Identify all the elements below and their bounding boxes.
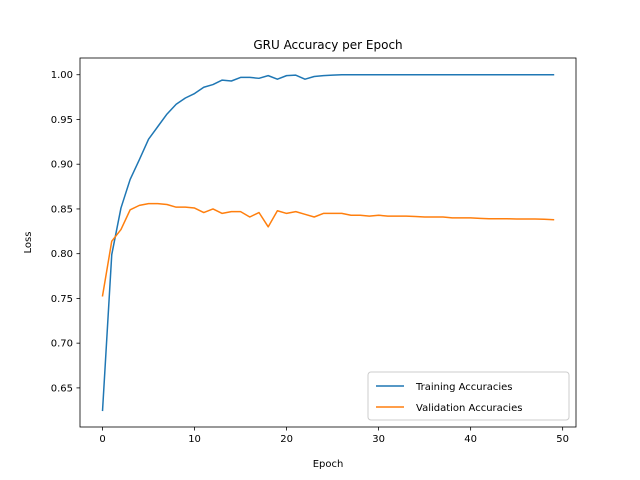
y-tick-label: 1.00 <box>51 70 73 81</box>
y-axis-label: Loss <box>23 232 34 254</box>
y-tick-label: 0.95 <box>51 115 73 126</box>
chart-title: GRU Accuracy per Epoch <box>253 38 402 52</box>
legend: Training Accuracies Validation Accuracie… <box>367 371 570 421</box>
x-tick-label: 10 <box>188 434 201 445</box>
legend-label-validation: Validation Accuracies <box>416 403 522 414</box>
plot-area-frame <box>79 57 577 428</box>
x-tick-label: 50 <box>556 434 569 445</box>
x-axis-ticks: 0 10 20 30 40 50 <box>99 427 569 445</box>
y-tick-label: 0.90 <box>51 160 73 171</box>
y-tick-label: 0.70 <box>51 339 73 350</box>
validation-accuracy-line <box>101 202 555 297</box>
x-tick-label: 20 <box>280 434 293 445</box>
x-tick-label: 30 <box>372 434 385 445</box>
y-tick-label: 0.75 <box>51 294 73 305</box>
x-tick-label: 0 <box>99 434 105 445</box>
training-accuracy-line <box>101 73 555 412</box>
x-tick-label: 40 <box>464 434 477 445</box>
y-tick-label: 0.65 <box>51 383 73 394</box>
y-tick-label: 0.85 <box>51 204 73 215</box>
series-layer <box>101 73 555 412</box>
x-axis-label: Epoch <box>313 459 344 470</box>
y-axis-ticks: 0.65 0.70 0.75 0.80 0.85 0.90 0.95 1.00 <box>51 70 80 394</box>
legend-box <box>367 371 570 421</box>
legend-label-training: Training Accuracies <box>415 382 513 393</box>
y-tick-label: 0.80 <box>51 249 73 260</box>
